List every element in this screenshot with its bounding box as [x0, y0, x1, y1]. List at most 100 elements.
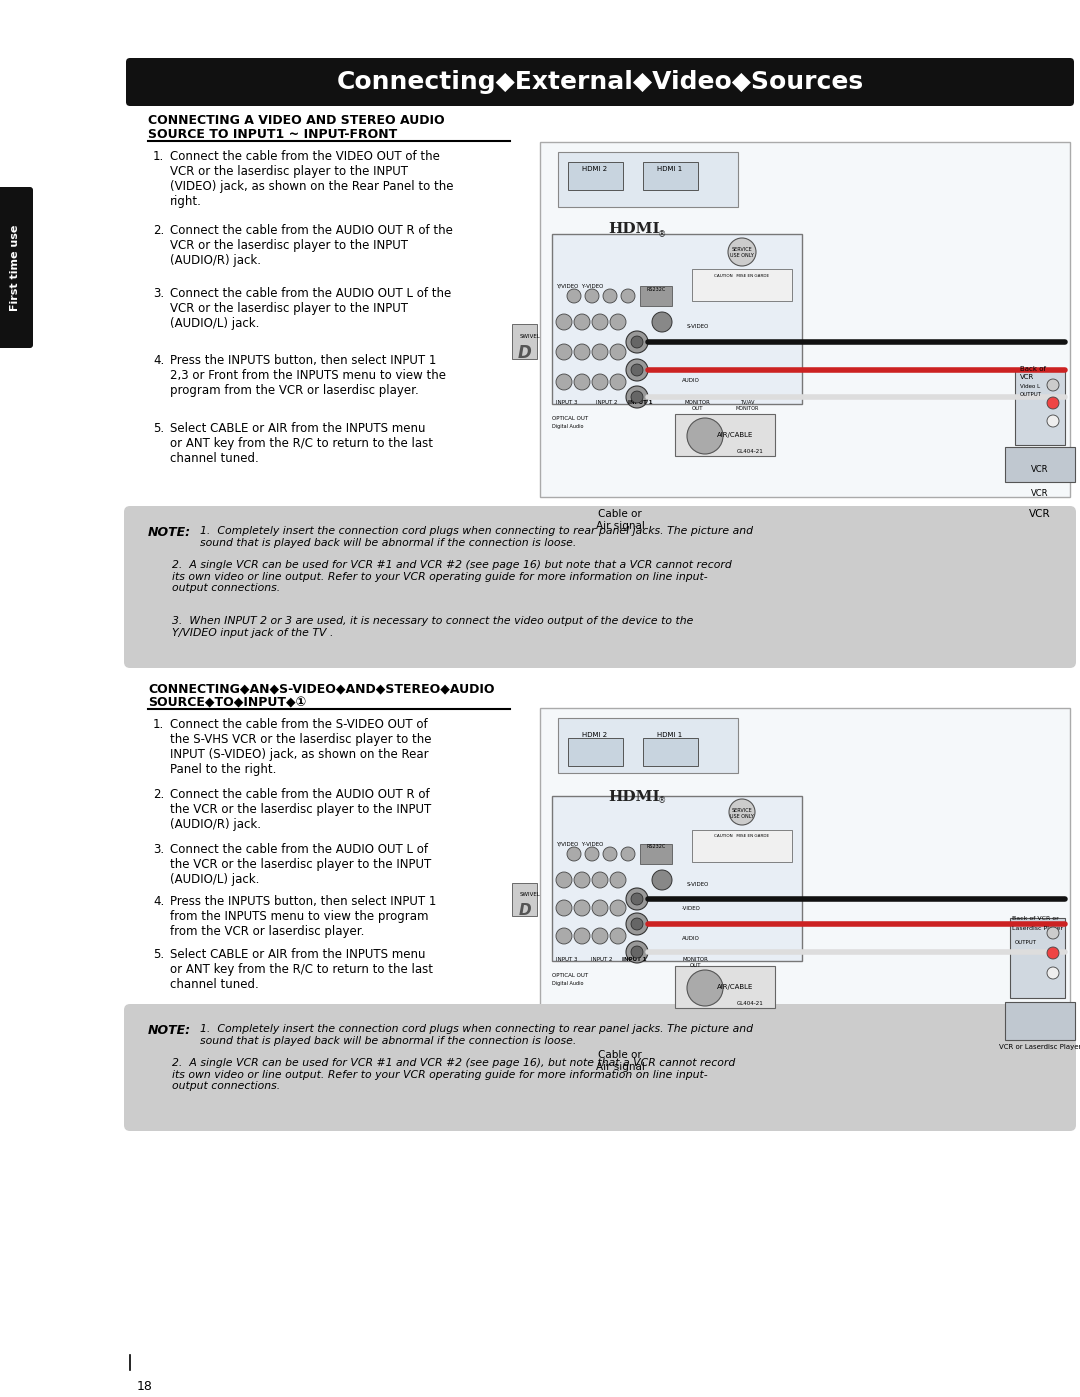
- Circle shape: [556, 344, 572, 360]
- Text: Connect the cable from the S-VIDEO OUT of
the S-VHS VCR or the laserdisc player : Connect the cable from the S-VIDEO OUT o…: [170, 718, 432, 775]
- Text: Y/VIDEO  Y-VIDEO: Y/VIDEO Y-VIDEO: [556, 284, 604, 289]
- Bar: [512, 883, 537, 916]
- Text: SERVICE
USE ONLY: SERVICE USE ONLY: [730, 807, 754, 819]
- Text: Connect the cable from the AUDIO OUT R of
the VCR or the laserdisc player to the: Connect the cable from the AUDIO OUT R o…: [170, 788, 431, 831]
- Bar: [568, 162, 623, 190]
- Bar: [552, 235, 802, 404]
- Text: Laserdisc Player: Laserdisc Player: [1012, 926, 1063, 930]
- Text: D: D: [518, 902, 531, 918]
- Text: SOURCE◆TO◆INPUT◆①: SOURCE◆TO◆INPUT◆①: [148, 696, 307, 710]
- Bar: [558, 152, 738, 207]
- Circle shape: [567, 289, 581, 303]
- Bar: [558, 718, 738, 773]
- Text: 4.: 4.: [153, 895, 164, 908]
- Text: Video L    R: Video L R: [1020, 384, 1051, 388]
- Circle shape: [621, 847, 635, 861]
- Circle shape: [626, 914, 648, 935]
- Text: Connect the cable from the AUDIO OUT R of the
VCR or the laserdisc player to the: Connect the cable from the AUDIO OUT R o…: [170, 224, 453, 267]
- Text: INPUT 1: INPUT 1: [622, 957, 646, 963]
- Bar: [675, 965, 775, 1009]
- Text: Connect the cable from the VIDEO OUT of the
VCR or the laserdisc player to the I: Connect the cable from the VIDEO OUT of …: [170, 149, 454, 208]
- Circle shape: [631, 946, 643, 958]
- Text: Back of VCR or: Back of VCR or: [1012, 916, 1058, 921]
- Circle shape: [1047, 415, 1059, 427]
- Circle shape: [592, 928, 608, 944]
- Text: AIR/CABLE: AIR/CABLE: [717, 983, 753, 990]
- Circle shape: [603, 847, 617, 861]
- Text: 1.  Completely insert the connection cord plugs when connecting to rear panel ja: 1. Completely insert the connection cord…: [200, 527, 753, 548]
- Text: 5.: 5.: [153, 949, 164, 961]
- Text: CAUTION   MISE EN GARDE: CAUTION MISE EN GARDE: [715, 834, 770, 838]
- Text: 3.: 3.: [153, 286, 164, 300]
- Circle shape: [626, 386, 648, 408]
- Circle shape: [631, 337, 643, 348]
- Text: CONNECTING◆AN◆S-VIDEO◆AND◆STEREO◆AUDIO: CONNECTING◆AN◆S-VIDEO◆AND◆STEREO◆AUDIO: [148, 682, 495, 694]
- Text: 1.  Completely insert the connection cord plugs when connecting to rear panel ja: 1. Completely insert the connection cord…: [200, 1024, 753, 1045]
- Bar: [692, 270, 792, 300]
- Circle shape: [573, 374, 590, 390]
- Text: TV/AV
MONITOR: TV/AV MONITOR: [735, 400, 758, 411]
- Text: SOURCE TO INPUT1 ~ INPUT-FRONT: SOURCE TO INPUT1 ~ INPUT-FRONT: [148, 129, 397, 141]
- Text: VCR: VCR: [1029, 509, 1051, 520]
- Circle shape: [729, 799, 755, 826]
- Text: CAUTION   MISE EN GARDE: CAUTION MISE EN GARDE: [715, 274, 770, 278]
- Text: S-VIDEO: S-VIDEO: [687, 882, 710, 887]
- Text: RS232C: RS232C: [646, 844, 665, 849]
- Circle shape: [573, 928, 590, 944]
- Text: VCR: VCR: [1031, 489, 1049, 497]
- Circle shape: [592, 872, 608, 888]
- Text: OPTICAL OUT: OPTICAL OUT: [552, 416, 589, 420]
- Circle shape: [556, 928, 572, 944]
- Circle shape: [728, 237, 756, 265]
- Circle shape: [631, 893, 643, 905]
- Circle shape: [610, 314, 626, 330]
- Circle shape: [567, 847, 581, 861]
- Circle shape: [610, 928, 626, 944]
- Bar: [643, 738, 698, 766]
- Text: Press the INPUTS button, then select INPUT 1
2,3 or Front from the INPUTS menu t: Press the INPUTS button, then select INP…: [170, 353, 446, 397]
- Text: Digital Audio: Digital Audio: [552, 981, 583, 986]
- Text: Cable or
Air signal: Cable or Air signal: [595, 1051, 645, 1071]
- Text: D: D: [518, 344, 531, 362]
- Bar: [552, 796, 802, 961]
- Text: 5.: 5.: [153, 422, 164, 434]
- Text: VCR: VCR: [1031, 465, 1049, 474]
- Text: Select CABLE or AIR from the INPUTS menu
or ANT key from the R/C to return to th: Select CABLE or AIR from the INPUTS menu…: [170, 949, 433, 990]
- Text: INPUT 1: INPUT 1: [627, 400, 652, 405]
- Text: Cable or
Air signal: Cable or Air signal: [595, 509, 645, 531]
- Circle shape: [626, 888, 648, 909]
- Text: Press the INPUTS button, then select INPUT 1
from the INPUTS menu to view the pr: Press the INPUTS button, then select INP…: [170, 895, 436, 937]
- Text: 3.: 3.: [153, 842, 164, 856]
- Bar: [1010, 918, 1065, 997]
- Text: First time use: First time use: [10, 225, 21, 310]
- Bar: [568, 738, 623, 766]
- Text: ®: ®: [658, 231, 666, 239]
- Text: S-VIDEO: S-VIDEO: [687, 324, 710, 330]
- Bar: [540, 142, 1070, 497]
- Circle shape: [626, 359, 648, 381]
- Circle shape: [573, 344, 590, 360]
- Circle shape: [556, 314, 572, 330]
- Circle shape: [556, 900, 572, 916]
- Text: 2.: 2.: [153, 224, 164, 237]
- Text: AIR/CABLE: AIR/CABLE: [717, 432, 753, 439]
- Circle shape: [631, 391, 643, 402]
- Circle shape: [610, 900, 626, 916]
- Circle shape: [687, 418, 723, 454]
- Text: HDMI: HDMI: [608, 789, 660, 805]
- Circle shape: [1047, 947, 1059, 958]
- Text: GL404-21: GL404-21: [737, 1002, 764, 1006]
- Circle shape: [631, 365, 643, 376]
- Text: Connect the cable from the AUDIO OUT L of the
VCR or the laserdisc player to the: Connect the cable from the AUDIO OUT L o…: [170, 286, 451, 330]
- Text: CONNECTING A VIDEO AND STEREO AUDIO: CONNECTING A VIDEO AND STEREO AUDIO: [148, 115, 445, 127]
- Circle shape: [626, 942, 648, 963]
- Circle shape: [610, 344, 626, 360]
- Circle shape: [621, 289, 635, 303]
- Text: HDMI: HDMI: [608, 222, 660, 236]
- Bar: [1015, 370, 1065, 446]
- Text: INPUT 3: INPUT 3: [556, 400, 578, 405]
- Circle shape: [573, 900, 590, 916]
- Text: MONITOR
OUT: MONITOR OUT: [683, 957, 707, 968]
- Text: MONITOR
OUT: MONITOR OUT: [684, 400, 710, 411]
- Text: VCR or Laserdisc Player: VCR or Laserdisc Player: [999, 1044, 1080, 1051]
